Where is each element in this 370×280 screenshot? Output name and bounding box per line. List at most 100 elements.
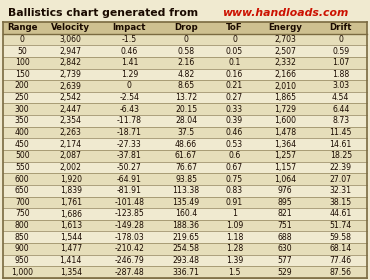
Text: 1: 1 [232, 209, 237, 218]
Text: -11.78: -11.78 [117, 116, 142, 125]
Text: 293.48: 293.48 [172, 256, 199, 265]
Text: Velocity: Velocity [51, 23, 90, 32]
Bar [3, 162, 367, 173]
Text: 51.74: 51.74 [330, 221, 352, 230]
Text: 336.71: 336.71 [172, 268, 199, 277]
Text: 1.18: 1.18 [226, 233, 243, 242]
Text: 0.27: 0.27 [226, 93, 243, 102]
Text: 4.54: 4.54 [332, 93, 349, 102]
Text: Energy: Energy [268, 23, 302, 32]
Bar [3, 150, 367, 162]
Text: 1.09: 1.09 [226, 221, 243, 230]
Text: 113.38: 113.38 [172, 186, 199, 195]
Text: 976: 976 [278, 186, 292, 195]
Text: 2,703: 2,703 [274, 35, 296, 44]
Text: 1,865: 1,865 [274, 93, 296, 102]
Text: 688: 688 [278, 233, 292, 242]
Text: 2,739: 2,739 [60, 70, 82, 79]
Bar [3, 208, 367, 220]
Text: 750: 750 [15, 209, 30, 218]
Bar [3, 103, 367, 115]
Text: 37.5: 37.5 [178, 128, 195, 137]
Text: 11.45: 11.45 [330, 128, 352, 137]
Text: 8.65: 8.65 [178, 81, 195, 90]
Bar [3, 255, 367, 266]
Bar [3, 69, 367, 80]
Text: 1,686: 1,686 [60, 209, 82, 218]
Text: 400: 400 [15, 128, 30, 137]
Text: 3,060: 3,060 [60, 35, 82, 44]
Text: 59.58: 59.58 [330, 233, 352, 242]
Text: 577: 577 [278, 256, 292, 265]
Text: 8.73: 8.73 [332, 116, 349, 125]
Text: 1,478: 1,478 [274, 128, 296, 137]
Text: 0: 0 [338, 35, 343, 44]
Text: 77.46: 77.46 [330, 256, 352, 265]
Text: Impact: Impact [112, 23, 146, 32]
Bar [3, 185, 367, 197]
Bar [3, 80, 367, 92]
Text: -81.91: -81.91 [117, 186, 142, 195]
Bar [3, 197, 367, 208]
Text: 550: 550 [15, 163, 30, 172]
Text: 0.16: 0.16 [226, 70, 243, 79]
Text: 0.05: 0.05 [226, 46, 243, 56]
Bar [3, 45, 367, 57]
Text: 2,842: 2,842 [60, 58, 82, 67]
Text: 850: 850 [15, 233, 30, 242]
Text: 2,002: 2,002 [60, 163, 82, 172]
Text: 0.39: 0.39 [226, 116, 243, 125]
Text: 2,263: 2,263 [60, 128, 82, 137]
Text: 6.44: 6.44 [332, 105, 349, 114]
Text: 1,544: 1,544 [60, 233, 82, 242]
Text: 900: 900 [15, 244, 30, 253]
Text: 28.04: 28.04 [175, 116, 197, 125]
Text: 0: 0 [232, 35, 237, 44]
Text: 630: 630 [278, 244, 292, 253]
Text: 14.61: 14.61 [330, 140, 352, 149]
Text: 0.33: 0.33 [226, 105, 243, 114]
Bar [3, 22, 367, 34]
Bar [3, 138, 367, 150]
Text: 160.4: 160.4 [175, 209, 197, 218]
Text: 50: 50 [17, 46, 27, 56]
Bar [3, 115, 367, 127]
Bar [3, 57, 367, 69]
Text: -27.33: -27.33 [117, 140, 142, 149]
Text: 1,761: 1,761 [60, 198, 82, 207]
Text: 1,364: 1,364 [274, 140, 296, 149]
Text: 1,257: 1,257 [274, 151, 296, 160]
Text: 27.07: 27.07 [330, 175, 352, 184]
Text: 2,542: 2,542 [60, 93, 82, 102]
Text: 219.65: 219.65 [172, 233, 199, 242]
Text: -37.81: -37.81 [117, 151, 142, 160]
Text: 2,447: 2,447 [60, 105, 82, 114]
Text: 76.67: 76.67 [175, 163, 197, 172]
Text: 1.29: 1.29 [121, 70, 138, 79]
Text: Drift: Drift [329, 23, 352, 32]
Text: 2,010: 2,010 [274, 81, 296, 90]
Text: -178.03: -178.03 [114, 233, 144, 242]
Text: 1,064: 1,064 [274, 175, 296, 184]
Text: 0.53: 0.53 [226, 140, 243, 149]
Bar [3, 173, 367, 185]
Text: 1.28: 1.28 [226, 244, 243, 253]
Text: 0.46: 0.46 [121, 46, 138, 56]
Text: 450: 450 [15, 140, 30, 149]
Text: 2,332: 2,332 [274, 58, 296, 67]
Text: 895: 895 [278, 198, 292, 207]
Text: 1.41: 1.41 [121, 58, 138, 67]
Text: 44.61: 44.61 [330, 209, 352, 218]
Bar [3, 127, 367, 138]
Text: 1.5: 1.5 [228, 268, 241, 277]
Text: 0.75: 0.75 [226, 175, 243, 184]
Text: 1.07: 1.07 [332, 58, 349, 67]
Text: 821: 821 [278, 209, 292, 218]
Text: 1,920: 1,920 [60, 175, 82, 184]
Text: -123.85: -123.85 [114, 209, 144, 218]
Text: 18.25: 18.25 [330, 151, 352, 160]
Text: 0: 0 [20, 35, 25, 44]
Text: -246.79: -246.79 [114, 256, 144, 265]
Text: -149.28: -149.28 [114, 221, 144, 230]
Text: 188.36: 188.36 [172, 221, 199, 230]
